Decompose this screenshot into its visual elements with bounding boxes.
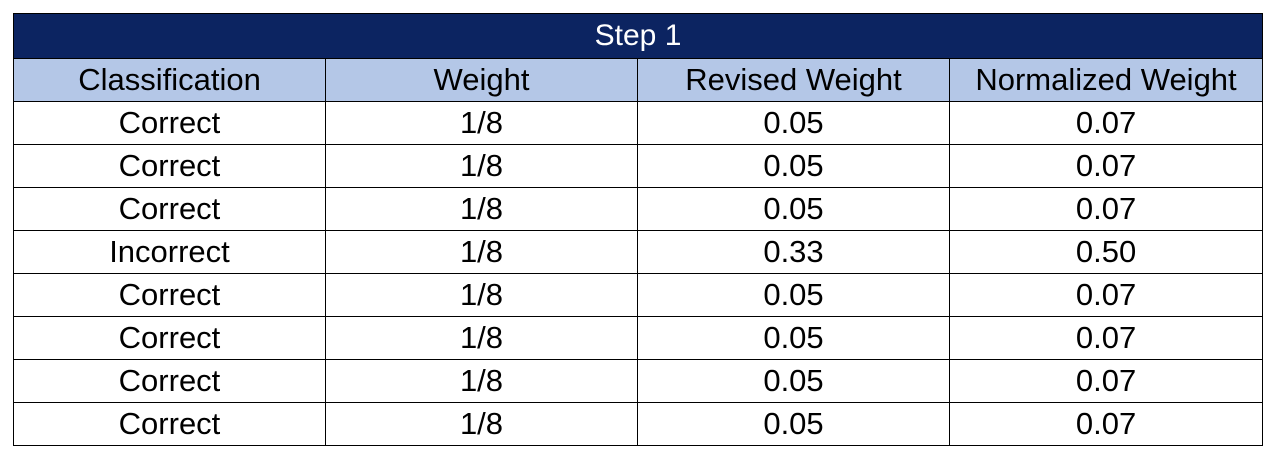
table-row: Correct 1/8 0.05 0.07 bbox=[13, 273, 1264, 317]
column-header-classification: Classification bbox=[13, 58, 326, 102]
weight-cell: 1/8 bbox=[325, 187, 638, 231]
revised-weight-cell: 0.05 bbox=[637, 101, 950, 145]
revised-weight-cell: 0.05 bbox=[637, 402, 950, 446]
table-row: Correct 1/8 0.05 0.07 bbox=[13, 187, 1264, 231]
table-row: Incorrect 1/8 0.33 0.50 bbox=[13, 230, 1264, 274]
revised-weight-cell: 0.05 bbox=[637, 359, 950, 403]
weight-cell: 1/8 bbox=[325, 402, 638, 446]
table-row: Correct 1/8 0.05 0.07 bbox=[13, 101, 1264, 145]
weight-cell: 1/8 bbox=[325, 101, 638, 145]
weight-cell: 1/8 bbox=[325, 316, 638, 360]
normalized-weight-cell: 0.07 bbox=[948, 316, 1264, 360]
normalized-weight-cell: 0.07 bbox=[948, 273, 1264, 317]
step-table-container: Step 1 Classification Weight Revised Weigh… bbox=[12, 13, 1264, 446]
table-header-row: Classification Weight Revised Weight Normal… bbox=[13, 58, 1264, 102]
classification-cell: Correct bbox=[13, 273, 326, 317]
normalized-weight-cell: 0.07 bbox=[948, 359, 1264, 403]
classification-cell: Correct bbox=[13, 402, 326, 446]
revised-weight-cell: 0.05 bbox=[637, 316, 950, 360]
revised-weight-cell: 0.33 bbox=[637, 230, 950, 274]
classification-cell: Correct bbox=[13, 144, 326, 188]
table-row: Correct 1/8 0.05 0.07 bbox=[13, 316, 1264, 360]
column-header-revised-weight: Revised Weight bbox=[637, 58, 950, 102]
normalized-weight-cell: 0.07 bbox=[948, 144, 1264, 188]
table-body: Correct 1/8 0.05 0.07 Correct 1/8 0.05 0.07 Corr… bbox=[13, 101, 1264, 446]
normalized-weight-cell: 0.07 bbox=[948, 402, 1264, 446]
normalized-weight-cell: 0.07 bbox=[948, 187, 1264, 231]
classification-cell: Correct bbox=[13, 101, 326, 145]
column-header-weight: Weight bbox=[325, 58, 638, 102]
weight-cell: 1/8 bbox=[325, 273, 638, 317]
normalized-weight-cell: 0.07 bbox=[948, 101, 1264, 145]
normalized-weight-cell: 0.50 bbox=[948, 230, 1264, 274]
revised-weight-cell: 0.05 bbox=[637, 144, 950, 188]
table-title-row: Step 1 bbox=[12, 13, 1264, 59]
weight-cell: 1/8 bbox=[325, 359, 638, 403]
weight-cell: 1/8 bbox=[325, 230, 638, 274]
classification-cell: Correct bbox=[13, 316, 326, 360]
classification-cell: Correct bbox=[13, 187, 326, 231]
revised-weight-cell: 0.05 bbox=[637, 187, 950, 231]
classification-cell: Correct bbox=[13, 359, 326, 403]
column-header-normalized-weight: Normalized Weight bbox=[948, 58, 1264, 102]
weight-cell: 1/8 bbox=[325, 144, 638, 188]
step-table: Step 1 Classification Weight Revised Weigh… bbox=[12, 13, 1264, 446]
classification-cell: Incorrect bbox=[13, 230, 326, 274]
table-title: Step 1 bbox=[12, 13, 1264, 59]
table-row: Correct 1/8 0.05 0.07 bbox=[13, 359, 1264, 403]
table-row: Correct 1/8 0.05 0.07 bbox=[13, 144, 1264, 188]
revised-weight-cell: 0.05 bbox=[637, 273, 950, 317]
table-row: Correct 1/8 0.05 0.07 bbox=[13, 402, 1264, 446]
